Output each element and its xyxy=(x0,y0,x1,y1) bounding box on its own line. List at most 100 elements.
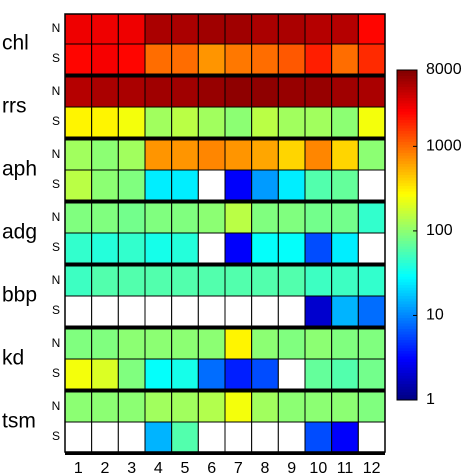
group-label: adg xyxy=(2,221,37,244)
heat-cell xyxy=(304,106,333,138)
heat-cell xyxy=(224,358,253,390)
heat-cell xyxy=(304,43,333,75)
x-tick-label: 6 xyxy=(207,460,216,474)
heat-cell xyxy=(144,295,173,327)
heat-cell xyxy=(331,232,359,264)
heat-cell xyxy=(91,328,119,360)
colorbar-segment xyxy=(397,72,417,76)
colorbar-tick-label: 100 xyxy=(426,222,453,239)
heat-cell xyxy=(277,202,306,234)
heat-cell xyxy=(117,328,146,360)
colorbar-segment xyxy=(397,290,417,294)
heat-cell xyxy=(277,13,306,45)
heat-cell xyxy=(331,43,359,75)
heat-cell xyxy=(64,391,93,423)
row-label: S xyxy=(52,114,60,128)
group-separator xyxy=(65,137,385,140)
heat-cell xyxy=(331,295,359,327)
heat-cell xyxy=(171,391,199,423)
colorbar-segment xyxy=(397,254,417,258)
colorbar-segment xyxy=(397,397,417,401)
heat-cell xyxy=(357,232,386,264)
heat-cell xyxy=(277,328,306,360)
colorbar-segment xyxy=(397,210,417,214)
colorbar-segment xyxy=(397,259,417,263)
colorbar-segment xyxy=(397,257,417,261)
heat-cell xyxy=(331,76,359,108)
colorbar-segment xyxy=(397,122,417,126)
heat-cell xyxy=(64,43,93,75)
colorbar-segment xyxy=(397,166,417,170)
x-tick-label: 10 xyxy=(309,460,327,474)
heat-cell xyxy=(144,202,173,234)
heat-cell xyxy=(304,421,333,453)
heat-cell xyxy=(251,391,279,423)
heat-cell xyxy=(224,43,253,75)
colorbar-segment xyxy=(397,81,417,85)
colorbar-segment xyxy=(397,394,417,398)
colorbar-segment xyxy=(397,180,417,184)
colorbar-segment xyxy=(397,155,417,159)
colorbar-segment xyxy=(397,298,417,302)
heat-cell xyxy=(251,169,279,201)
heat-cell xyxy=(91,421,119,453)
heat-cell xyxy=(91,76,119,108)
colorbar-segment xyxy=(397,303,417,307)
heat-cell xyxy=(117,106,146,138)
heat-cell xyxy=(117,76,146,108)
colorbar-segment xyxy=(397,248,417,252)
colorbar-segment xyxy=(397,356,417,360)
heat-cell xyxy=(117,43,146,75)
colorbar-segment xyxy=(397,369,417,373)
colorbar-segment xyxy=(397,309,417,313)
heat-cell xyxy=(277,421,306,453)
heat-cell xyxy=(251,106,279,138)
heat-cell xyxy=(277,295,306,327)
heat-cell xyxy=(304,265,333,297)
heat-cell xyxy=(117,265,146,297)
colorbar-segment xyxy=(397,312,417,316)
heat-cell xyxy=(197,391,226,423)
heat-cell xyxy=(91,295,119,327)
colorbar-segment xyxy=(397,177,417,181)
heat-cell xyxy=(171,202,199,234)
colorbar-frame xyxy=(396,69,418,401)
heat-cell xyxy=(357,295,386,327)
heat-cell xyxy=(117,421,146,453)
x-tick-label: 5 xyxy=(181,460,190,474)
heat-cell xyxy=(277,106,306,138)
colorbar-segment xyxy=(397,378,417,382)
heat-cell xyxy=(91,232,119,264)
row-label: N xyxy=(52,336,61,350)
colorbar-segment xyxy=(397,116,417,120)
colorbar-segment xyxy=(397,386,417,390)
heat-cell xyxy=(357,421,386,453)
colorbar-segment xyxy=(397,83,417,87)
heat-cell xyxy=(197,358,226,390)
heat-cell xyxy=(171,169,199,201)
heat-cell xyxy=(224,265,253,297)
heat-cell xyxy=(304,232,333,264)
heat-cell xyxy=(64,358,93,390)
heat-cell xyxy=(144,421,173,453)
heat-cell xyxy=(64,76,93,108)
row-label: S xyxy=(52,177,60,191)
group-separator xyxy=(65,74,385,77)
heat-cell xyxy=(224,76,253,108)
heat-cell xyxy=(304,295,333,327)
colorbar-segment xyxy=(397,97,417,101)
colorbar-segment xyxy=(397,317,417,321)
colorbar-segment xyxy=(397,136,417,140)
heat-cell xyxy=(357,202,386,234)
colorbar-segment xyxy=(397,158,417,162)
heat-cell xyxy=(277,358,306,390)
row-label: S xyxy=(52,51,60,65)
x-tick-label: 1 xyxy=(74,460,83,474)
colorbar-segment xyxy=(397,279,417,283)
colorbar-segment xyxy=(397,149,417,153)
colorbar-segment xyxy=(397,185,417,189)
colorbar-segment xyxy=(397,114,417,118)
heat-cell xyxy=(357,76,386,108)
colorbar-segment xyxy=(397,92,417,96)
